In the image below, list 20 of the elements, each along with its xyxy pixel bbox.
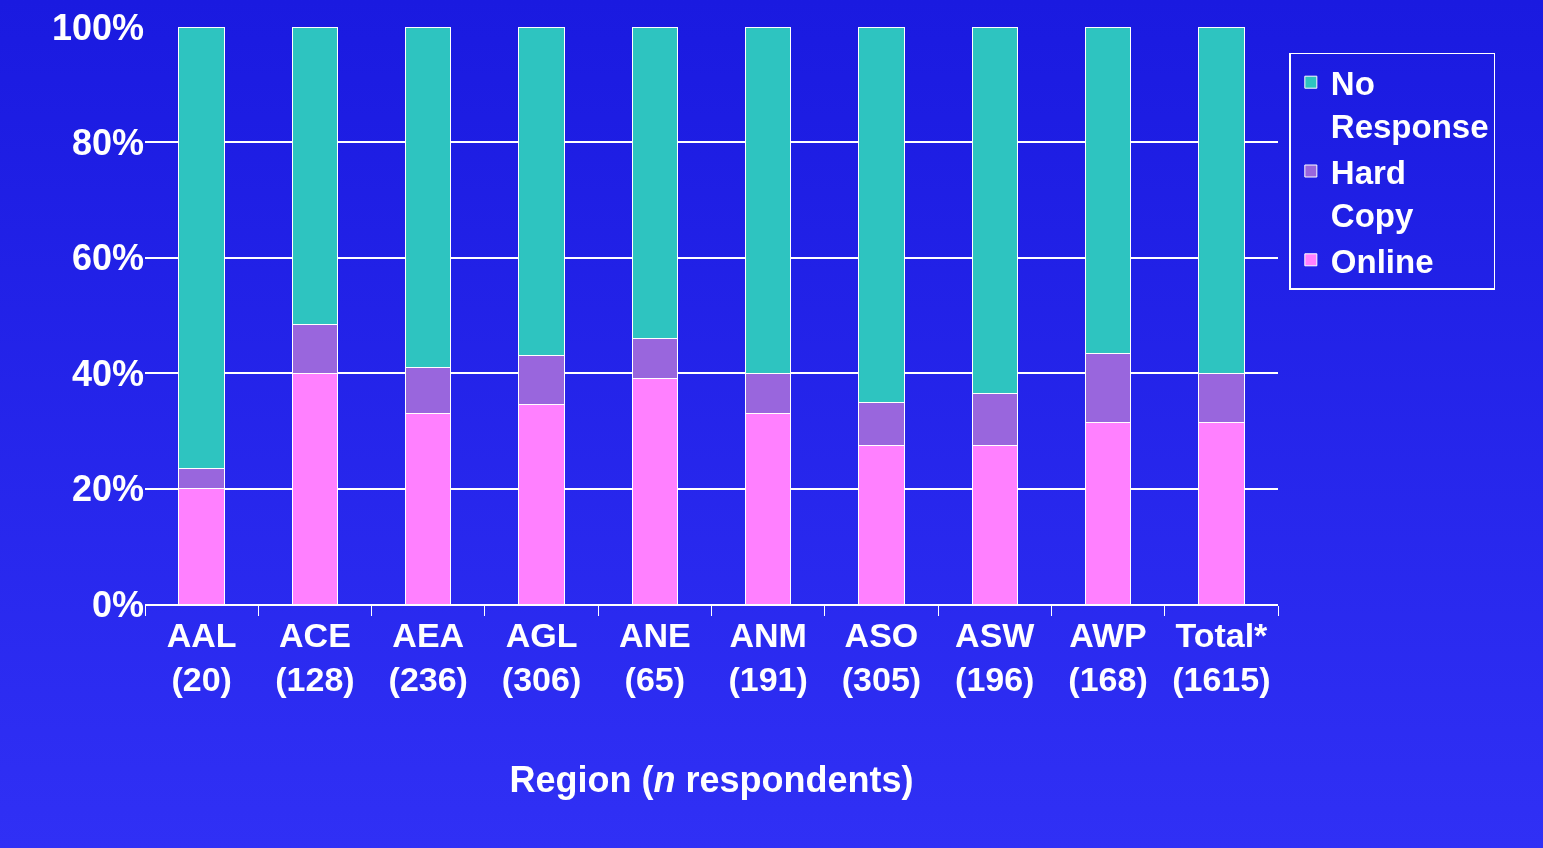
x-tick-label: ANM (191) <box>728 615 808 698</box>
x-tick-label: ASW (196) <box>955 615 1036 698</box>
legend-label: No Response <box>1330 65 1489 145</box>
x-tick-label: AGL (306) <box>501 615 582 698</box>
x-tick-label: ASO (305) <box>841 615 922 698</box>
legend-label: Hard Copy <box>1330 153 1414 234</box>
y-tick-label: 80% <box>71 122 144 163</box>
y-tick-label: 0% <box>91 583 144 625</box>
x-tick-label: ACE (128) <box>275 615 355 698</box>
y-tick-label: 100% <box>51 6 144 48</box>
y-tick-label: 40% <box>71 352 144 394</box>
x-tick-label: Total* (1615) <box>1172 615 1271 698</box>
legend-label: Online <box>1330 242 1434 280</box>
x-tick-label: ANE (65) <box>618 615 691 698</box>
y-tick-label: 20% <box>71 468 144 510</box>
x-tick-label: AEA (236) <box>388 615 468 698</box>
y-tick-label: 60% <box>71 237 144 279</box>
x-axis-title: Region (n respondents) <box>509 759 914 801</box>
x-tick-label: AAL (20) <box>166 615 237 698</box>
x-tick-label: AWP (168) <box>1068 615 1148 698</box>
